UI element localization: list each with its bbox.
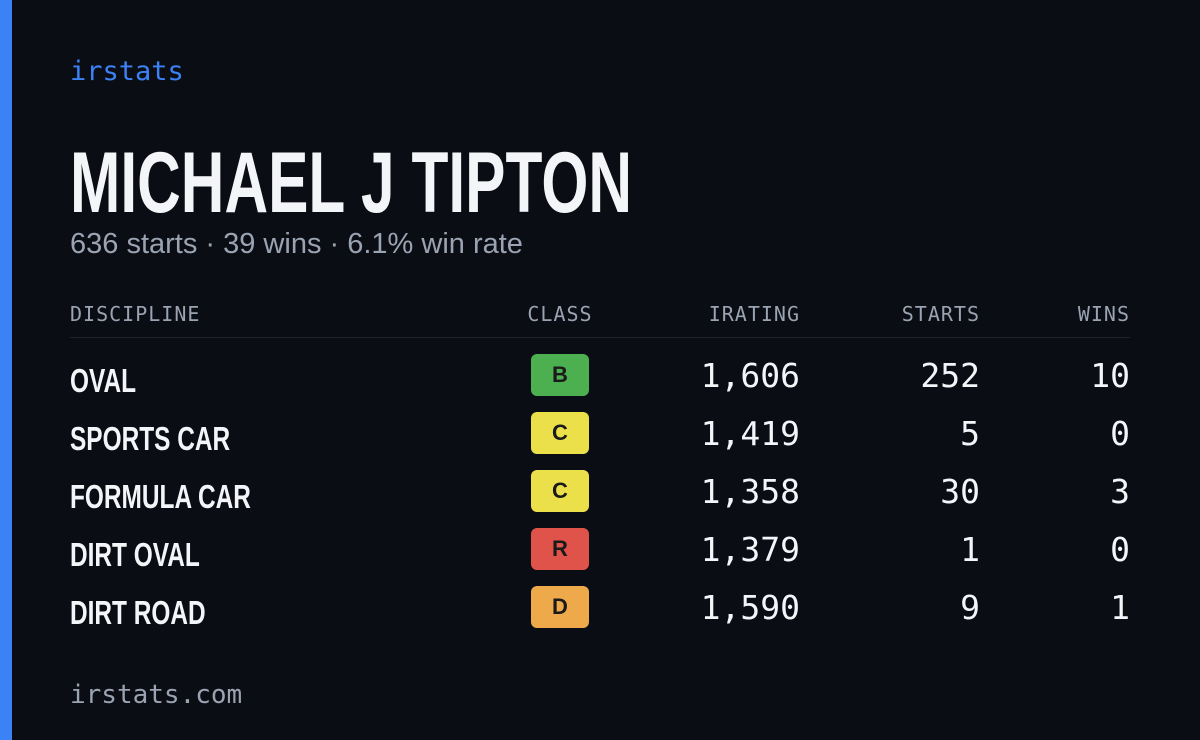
class-badge: C xyxy=(531,412,589,454)
starts: 1 xyxy=(960,530,980,569)
class-badge: B xyxy=(531,354,589,396)
starts: 9 xyxy=(960,588,980,627)
irating: 1,379 xyxy=(700,530,800,569)
starts: 30 xyxy=(940,472,980,511)
player-name-box: MICHAEL J TIPTON xyxy=(70,140,632,224)
footer: irstats.com xyxy=(70,680,243,710)
column-header: CLASS xyxy=(527,302,593,326)
irating: 1,358 xyxy=(700,472,800,511)
column-header: DISCIPLINE xyxy=(70,302,201,326)
accent-bar xyxy=(0,0,12,740)
discipline: FORMULA CAR xyxy=(70,478,251,515)
wins: 0 xyxy=(1110,414,1130,453)
wins: 10 xyxy=(1090,356,1130,395)
column-header: WINS xyxy=(1077,302,1130,326)
class-badge: D xyxy=(531,586,589,628)
irating: 1,590 xyxy=(700,588,800,627)
brand: irstats xyxy=(70,56,184,87)
discipline: DIRT ROAD xyxy=(70,594,206,631)
discipline: SPORTS CAR xyxy=(70,420,231,457)
starts: 5 xyxy=(960,414,980,453)
irating: 1,419 xyxy=(700,414,800,453)
column-header: IRATING xyxy=(708,302,800,326)
wins: 3 xyxy=(1110,472,1130,511)
wins: 0 xyxy=(1110,530,1130,569)
starts: 252 xyxy=(920,356,980,395)
column-header: STARTS xyxy=(901,302,980,326)
player-name: MICHAEL J TIPTON xyxy=(70,140,632,224)
discipline: OVAL xyxy=(70,362,137,399)
divider xyxy=(70,337,1130,338)
class-badge: R xyxy=(531,528,589,570)
summary: 636 starts · 39 wins · 6.1% win rate xyxy=(70,228,523,260)
irating: 1,606 xyxy=(700,356,800,395)
class-badge: C xyxy=(531,470,589,512)
discipline: DIRT OVAL xyxy=(70,536,200,573)
wins: 1 xyxy=(1110,588,1130,627)
